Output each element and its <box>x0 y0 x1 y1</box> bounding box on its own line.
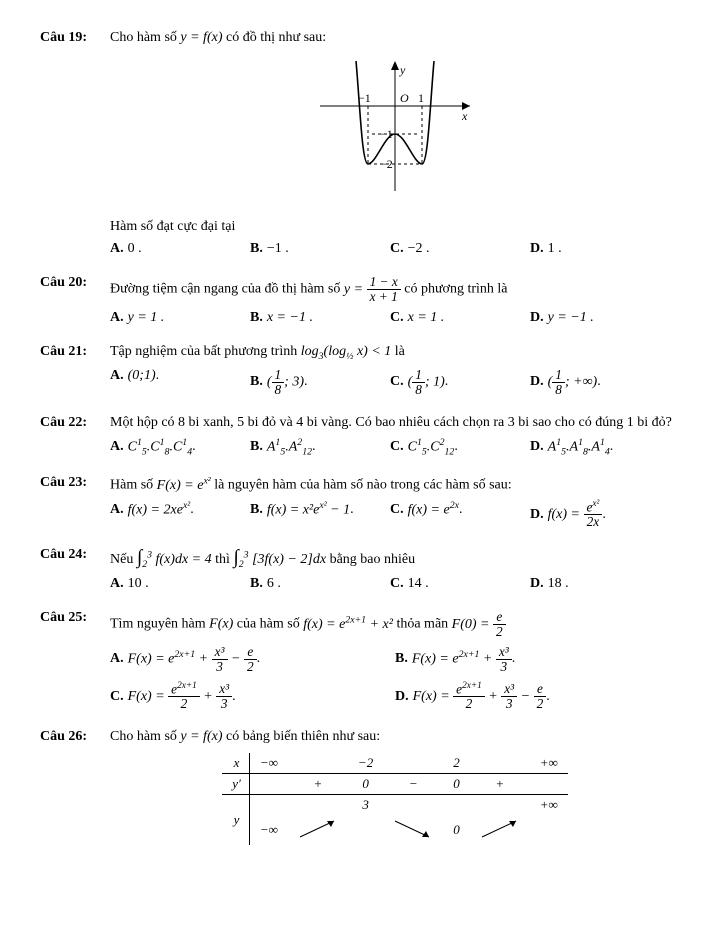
q25-options: A.F(x) = e2x+1 + x³3 − e2 . B.F(x) = e2x… <box>110 645 680 711</box>
q24-opt-a: A.10 . <box>110 576 250 592</box>
q19-opt-d: D.1 . <box>530 241 670 257</box>
q19-text: Cho hàm số y = f(x) có đồ thị như sau: <box>110 30 680 46</box>
q19-opt-a: A.0 . <box>110 241 250 257</box>
question-24: Câu 24: Nếu ∫23 f(x)dx = 4 thì ∫23 [3f(x… <box>40 547 680 592</box>
q21-body: Tập nghiệm của bất phương trình log3(log… <box>110 344 680 397</box>
q20-text-pre: Đường tiệm cận ngang của đồ thị hàm số <box>110 282 344 297</box>
q25-opt-c: C.F(x) = e2x+12 + x³3 . <box>110 682 395 711</box>
q22-opt-b: B.A15.A212 . <box>250 437 390 457</box>
q26-body: Cho hàm số y = f(x) có bảng biến thiên n… <box>110 729 680 845</box>
q21-text: Tập nghiệm của bất phương trình log3(log… <box>110 344 680 362</box>
q22-opt-c: C.C15.C212 . <box>390 437 530 457</box>
q25-text-mid: của hàm số <box>237 617 303 632</box>
q26-table: x −∞ −2 2 +∞ y′ + 0− 0+ y 3 <box>110 753 680 845</box>
question-26: Câu 26: Cho hàm số y = f(x) có bảng biến… <box>40 729 680 845</box>
q21-text-pre: Tập nghiệm của bất phương trình <box>110 344 301 359</box>
q23-opt-d: D.f(x) = ex²2x . <box>530 500 670 529</box>
q22-options: A.C15.C18.C14 . B.A15.A212 . C.C15.C212 … <box>110 437 680 457</box>
q19-formula: y = f(x) <box>180 30 222 45</box>
q20-opt-a: A.y = 1 . <box>110 310 250 326</box>
axis-y-label: y <box>399 63 406 77</box>
q21-opt-a: A.(0;1) . <box>110 368 250 397</box>
q25-label: Câu 25: <box>40 610 110 711</box>
q21-opt-c: C.(18; 1) . <box>390 368 530 397</box>
q20-options: A.y = 1 . B.x = −1 . C.x = 1 . D.y = −1 … <box>110 310 680 326</box>
q21-text-post: là <box>395 344 405 359</box>
q20-opt-c: C.x = 1 . <box>390 310 530 326</box>
q20-text-post: có phương trình là <box>404 282 507 297</box>
q24-opt-c: C.14 . <box>390 576 530 592</box>
q19-graph: y x O −1 1 −1 −2 <box>110 56 680 201</box>
q21-options: A.(0;1) . B.(18; 3) . C.(18; 1) . D.(18;… <box>110 368 680 397</box>
question-21: Câu 21: Tập nghiệm của bất phương trình … <box>40 344 680 397</box>
q25-text: Tìm nguyên hàm F(x) của hàm số f(x) = e2… <box>110 610 680 639</box>
q22-opt-a: A.C15.C18.C14 . <box>110 437 250 457</box>
q26-formula: y = f(x) <box>180 729 222 744</box>
q20-opt-b: B.x = −1 . <box>250 310 390 326</box>
question-25: Câu 25: Tìm nguyên hàm F(x) của hàm số f… <box>40 610 680 711</box>
q24-options: A.10 . B.6 . C.14 . D.18 . <box>110 576 680 592</box>
question-20: Câu 20: Đường tiệm cận ngang của đồ thị … <box>40 275 680 326</box>
origin-label: O <box>400 91 409 105</box>
q19-body: Cho hàm số y = f(x) có đồ thị như sau: y… <box>110 30 680 257</box>
q21-opt-d: D.(18; +∞) . <box>530 368 670 397</box>
q20-formula: y = 1 − xx + 1 <box>344 282 404 297</box>
q22-label: Câu 22: <box>40 415 110 457</box>
question-23: Câu 23: Hàm số F(x) = ex² là nguyên hàm … <box>40 475 680 529</box>
q24-opt-d: D.18 . <box>530 576 670 592</box>
q20-opt-d: D.y = −1 . <box>530 310 670 326</box>
q23-text: Hàm số F(x) = ex² là nguyên hàm của hàm … <box>110 475 680 494</box>
q26-text-post: có bảng biến thiên như sau: <box>226 729 380 744</box>
q21-opt-b: B.(18; 3) . <box>250 368 390 397</box>
q19-opt-b: B.−1 . <box>250 241 390 257</box>
q19-opt-c: C.−2 . <box>390 241 530 257</box>
q23-options: A.f(x) = 2xex² . B.f(x) = x²ex² − 1 . C.… <box>110 500 680 529</box>
q26-label: Câu 26: <box>40 729 110 845</box>
q23-opt-c: C.f(x) = e2x . <box>390 500 530 529</box>
q23-text-pre: Hàm số <box>110 478 157 493</box>
q26-text: Cho hàm số y = f(x) có bảng biến thiên n… <box>110 729 680 745</box>
q23-body: Hàm số F(x) = ex² là nguyên hàm của hàm … <box>110 475 680 529</box>
q24-body: Nếu ∫23 f(x)dx = 4 thì ∫23 [3f(x) − 2]dx… <box>110 547 680 592</box>
q19-subtext: Hàm số đạt cực đại tại <box>110 219 680 235</box>
q20-label: Câu 20: <box>40 275 110 326</box>
q23-opt-b: B.f(x) = x²ex² − 1 . <box>250 500 390 529</box>
q25-opt-d: D.F(x) = e2x+12 + x³3 − e2 . <box>395 682 680 711</box>
q19-options: A.0 . B.−1 . C.−2 . D.1 . <box>110 241 680 257</box>
q22-text: Một hộp có 8 bi xanh, 5 bi đỏ và 4 bi và… <box>110 415 680 431</box>
q21-label: Câu 21: <box>40 344 110 397</box>
question-22: Câu 22: Một hộp có 8 bi xanh, 5 bi đỏ và… <box>40 415 680 457</box>
q24-text-post: bằng bao nhiêu <box>330 552 416 567</box>
q20-text: Đường tiệm cận ngang của đồ thị hàm số y… <box>110 275 680 304</box>
q21-formula: log3(log½ x) < 1 <box>301 344 392 359</box>
q25-body: Tìm nguyên hàm F(x) của hàm số f(x) = e2… <box>110 610 680 711</box>
q23-opt-a: A.f(x) = 2xex² . <box>110 500 250 529</box>
q25-text-post: thỏa mãn <box>396 617 451 632</box>
q23-text-post: là nguyên hàm của hàm số nào trong các h… <box>214 478 511 493</box>
q24-text: Nếu ∫23 f(x)dx = 4 thì ∫23 [3f(x) − 2]dx… <box>110 547 680 570</box>
axis-x-label: x <box>461 109 468 123</box>
q26-text-pre: Cho hàm số <box>110 729 180 744</box>
q24-int1: ∫23 f(x)dx = 4 <box>137 552 215 567</box>
q22-opt-d: D.A15.A18.A14 . <box>530 437 670 457</box>
q22-body: Một hộp có 8 bi xanh, 5 bi đỏ và 4 bi và… <box>110 415 680 457</box>
q23-label: Câu 23: <box>40 475 110 529</box>
q19-label: Câu 19: <box>40 30 110 257</box>
q24-label: Câu 24: <box>40 547 110 592</box>
q19-text-pre: Cho hàm số <box>110 30 180 45</box>
q24-opt-b: B.6 . <box>250 576 390 592</box>
q23-formula: F(x) = ex² <box>157 478 211 493</box>
q25-opt-b: B.F(x) = e2x+1 + x³3 . <box>395 645 680 674</box>
q24-int2: ∫23 [3f(x) − 2]dx <box>233 552 329 567</box>
tick-p1: 1 <box>418 91 424 105</box>
q24-text-mid: thì <box>215 552 233 567</box>
q25-opt-a: A.F(x) = e2x+1 + x³3 − e2 . <box>110 645 395 674</box>
question-19: Câu 19: Cho hàm số y = f(x) có đồ thị nh… <box>40 30 680 257</box>
q20-body: Đường tiệm cận ngang của đồ thị hàm số y… <box>110 275 680 326</box>
q24-text-pre: Nếu <box>110 552 137 567</box>
q19-text-post: có đồ thị như sau: <box>226 30 326 45</box>
q25-text-pre: Tìm nguyên hàm <box>110 617 209 632</box>
